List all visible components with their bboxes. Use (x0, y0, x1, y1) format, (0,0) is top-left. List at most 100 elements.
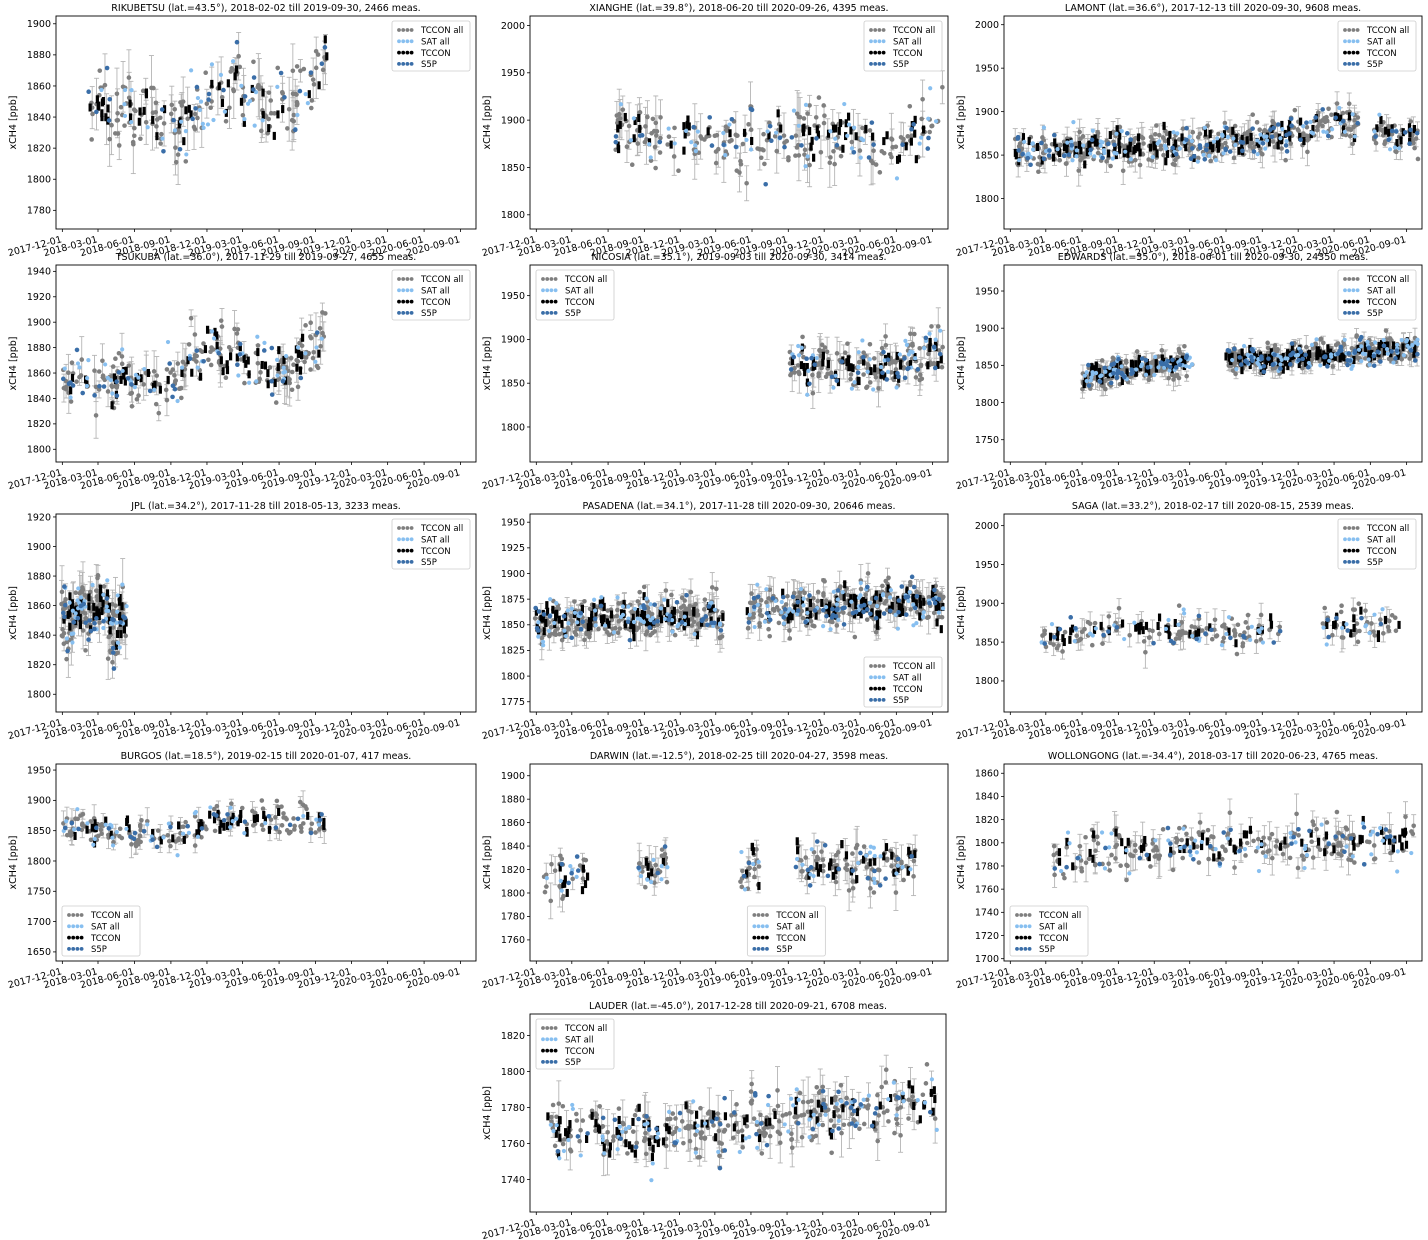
data-point (1255, 138, 1260, 143)
data-point (1136, 133, 1141, 142)
data-point (1402, 130, 1408, 135)
plot-area (787, 307, 946, 409)
data-point (713, 160, 719, 166)
data-point (208, 105, 213, 111)
legend-marker (541, 277, 545, 281)
data-point (614, 113, 620, 118)
data-point (266, 90, 272, 95)
data-point (1115, 125, 1119, 134)
data-point (1276, 358, 1280, 367)
data-point (137, 117, 141, 126)
data-point (1337, 105, 1342, 111)
data-point (882, 137, 886, 146)
legend-marker (545, 277, 550, 281)
legend-marker (553, 277, 558, 281)
data-point (261, 88, 265, 97)
data-point (683, 128, 689, 133)
data-point (1264, 134, 1269, 139)
data-point (92, 368, 97, 373)
data-point (134, 396, 140, 402)
data-point (1110, 156, 1115, 161)
data-point (676, 168, 681, 174)
data-point (1132, 146, 1136, 155)
data-point (272, 111, 277, 116)
data-point (917, 141, 922, 146)
data-point (1137, 354, 1141, 363)
data-point (1373, 134, 1378, 139)
data-point (1172, 359, 1176, 368)
legend-marker (401, 288, 406, 293)
data-point (905, 366, 910, 372)
data-point (1389, 131, 1395, 137)
data-point (283, 353, 289, 359)
data-point (1070, 158, 1075, 163)
data-point (733, 144, 739, 150)
data-point (1195, 159, 1200, 164)
data-point (209, 345, 214, 350)
data-point (877, 170, 883, 175)
data-point (1413, 344, 1417, 353)
data-point (278, 70, 284, 76)
data-point (652, 144, 658, 150)
data-point (848, 372, 854, 377)
data-point (162, 105, 167, 114)
data-point (1093, 138, 1098, 147)
data-point (1355, 120, 1360, 126)
data-point (1280, 127, 1285, 132)
data-point (80, 390, 86, 396)
data-point (1251, 149, 1257, 154)
data-point (1058, 149, 1062, 158)
data-point (1317, 358, 1323, 364)
data-point (69, 360, 75, 366)
data-point (810, 136, 814, 145)
data-point (103, 362, 108, 367)
data-point (828, 155, 833, 160)
legend-marker (1351, 39, 1356, 44)
data-point (157, 382, 162, 387)
data-point (1260, 140, 1266, 146)
data-point (1372, 129, 1377, 134)
data-point (1250, 112, 1256, 117)
y-tick-label: 2000 (975, 20, 999, 31)
data-point (226, 79, 230, 88)
data-point (1304, 120, 1309, 126)
series-s5p (788, 335, 943, 387)
data-point (1310, 345, 1316, 351)
data-point (744, 137, 749, 143)
data-point (721, 130, 726, 136)
data-point (192, 353, 198, 358)
data-point (228, 347, 234, 353)
data-point (837, 126, 841, 135)
data-point (1092, 154, 1097, 159)
data-point (902, 375, 908, 381)
data-point (1355, 115, 1361, 120)
legend-marker (545, 299, 550, 304)
data-point (1162, 143, 1168, 148)
y-tick-label: 1900 (27, 19, 51, 30)
data-point (1172, 162, 1177, 167)
data-point (842, 101, 847, 107)
data-point (132, 125, 137, 131)
series-sat_all (1016, 105, 1402, 164)
data-point (653, 120, 659, 126)
data-point (102, 82, 108, 88)
data-point (1233, 371, 1238, 377)
data-point (889, 137, 895, 142)
data-point (1288, 133, 1292, 142)
data-point (188, 315, 194, 321)
data-point (786, 155, 791, 160)
data-point (161, 121, 167, 126)
data-point (931, 344, 937, 350)
data-point (791, 354, 797, 360)
data-point (1325, 133, 1331, 139)
data-point (848, 376, 853, 382)
legend-marker (541, 288, 545, 293)
data-point (926, 116, 931, 121)
data-point (234, 331, 240, 336)
data-point (1130, 360, 1135, 369)
legend-label: S5P (565, 309, 581, 319)
data-point (247, 380, 252, 385)
data-point (1112, 142, 1117, 148)
data-point (903, 338, 908, 344)
data-point (1250, 126, 1255, 131)
